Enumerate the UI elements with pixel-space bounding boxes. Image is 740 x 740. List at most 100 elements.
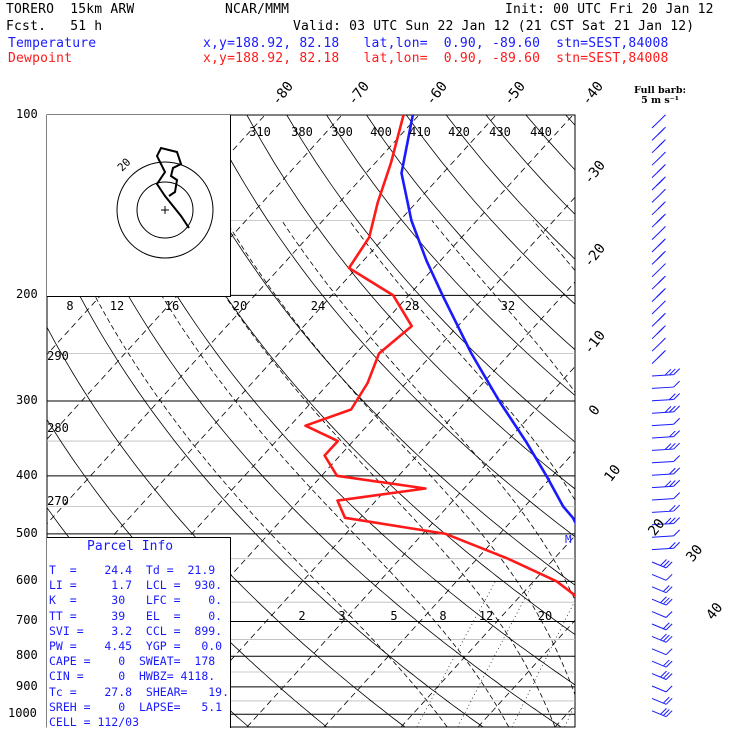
wind-barb [651,380,681,389]
barb-flag [673,368,681,376]
barb-flag [656,142,663,149]
dry-adiabat-440 [685,115,740,727]
barb-staff [651,423,674,427]
wind-barb [651,368,681,377]
barb-flag [659,263,666,270]
moist-adiabat-14 [225,220,575,696]
forecast-hour: Fcst. 51 h [6,19,103,34]
barb-flag [673,442,681,450]
barb-flag [673,430,681,438]
org-label: NCAR/MMM [225,2,290,17]
wind-barb [651,250,666,265]
barb-staff [651,611,667,618]
parcel-row: PW = 4.45 YGP = 0.0 [49,639,223,653]
pressure-label: 400 [16,467,38,482]
wind-barb [651,337,666,352]
theta-e-label: 430 [489,125,511,139]
dry-adiabat-320 [206,115,575,538]
barb-flag [660,670,667,678]
parcel-row: Tc = 27.8 SHEAR= 19. [49,684,230,699]
barb-staff [651,498,674,501]
ccl-label: CCL [694,681,714,694]
barb-staff [651,586,667,594]
dry-adiabat-380 [445,115,575,260]
wind-barb [651,573,673,581]
isotherm-label: 0 [586,402,604,418]
wind-barb [651,442,681,451]
barb-staff [651,673,667,680]
parcel-info-panel: Parcel Info T = 24.4 Td = 21.9 LI = 1.7 L… [47,537,231,728]
hodo-speed-label: 28 [405,299,419,313]
barb-flag [665,660,673,668]
wind-barb [651,611,673,618]
isotherm-label: 10 [601,462,624,485]
barb-staff [651,157,660,166]
model-title: TORERO 15km ARW [6,2,135,17]
wind-barb [651,176,666,191]
theta-e-label: 420 [448,125,470,139]
wind-barb [651,467,681,476]
barb-flag [673,393,681,400]
barb-flag [660,596,667,604]
wind-barb [651,479,681,489]
barb-flag [656,253,663,261]
wind-barb [651,325,666,340]
barb-flag [668,368,676,376]
barb-flag [657,202,665,210]
dry-adiabat-360 [366,115,575,351]
wind-barb [651,585,673,594]
parcel-row: LI = 1.7 LCL = 930. [49,578,223,593]
barb-flag [668,442,676,450]
barb-staff [651,510,674,513]
mixing-ratio-label: 8 [439,609,446,623]
barb-flag [664,443,672,450]
theta-label: 290 [47,349,69,363]
barb-staff [651,535,674,538]
wind-barb [651,164,666,178]
barb-flag [668,504,676,512]
wind-barb [651,188,666,203]
wind-barb [651,685,673,693]
barb-flag [668,517,676,525]
dry-adiabat-420 [606,115,740,727]
barb-flag [662,560,670,568]
barb-staff [651,411,674,414]
wind-barb [651,559,673,569]
moist-adiabat-22 [349,220,575,501]
pressure-label: 500 [16,525,38,540]
barb-staff [651,460,674,464]
barb-staff [651,660,667,668]
barb-flag [659,300,666,308]
barb-flag [673,541,681,549]
pressure-label: 1000 [8,706,37,721]
dewpoint-line [304,115,575,598]
dry-adiabat-290 [87,115,575,686]
barb-staff [651,374,674,377]
wind-barb [651,622,673,631]
dry-adiabat-340 [286,115,575,443]
theta-e-label: 310 [249,125,271,139]
barb-flag [673,517,681,524]
mixing-ratio-label: 5 [390,609,397,623]
barb-flag [665,561,673,569]
parcel-info-title: Parcel Info [87,539,174,554]
barb-legend: Full barb: 5 m s⁻¹ [634,86,686,106]
isotherm--90 [47,115,343,440]
barb-staff [651,232,660,240]
wind-barb [651,114,666,129]
hodo-ring-inner [136,181,194,239]
wind-barb [651,417,681,427]
init-time: Init: 00 UTC Fri 20 Jan 12 [505,2,714,17]
wind-barb [651,350,666,364]
barb-flag [660,633,667,641]
barb-staff [651,635,667,643]
barb-flag [656,328,663,335]
isotherm--60 [47,115,574,694]
hodo-speed-label: 24 [311,299,325,313]
barb-flag [656,290,663,298]
dry-adiabat-450 [725,115,740,727]
barb-flag [657,277,665,284]
isotherm--80 [47,115,420,525]
hodograph-trace [155,146,190,229]
dry-adiabat-330 [246,115,575,490]
